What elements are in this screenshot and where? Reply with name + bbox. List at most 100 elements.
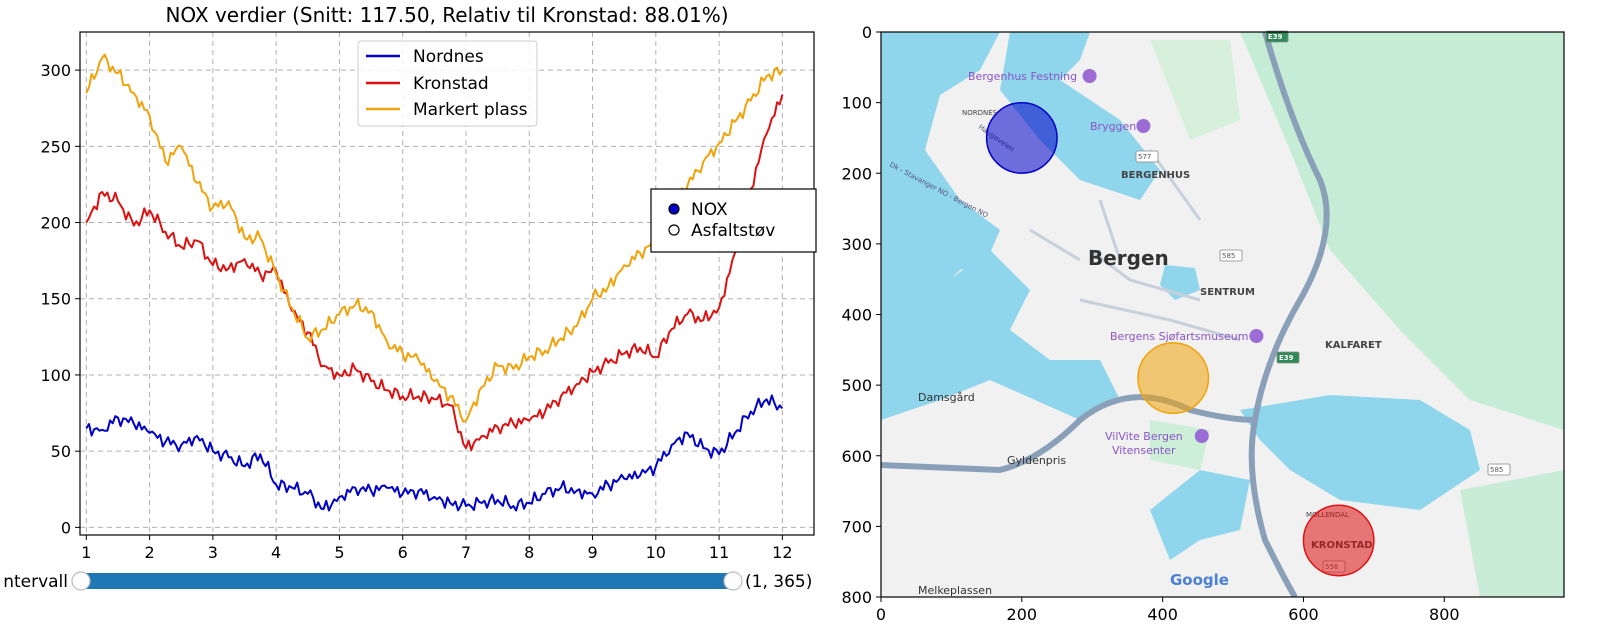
map-park-southeast bbox=[1460, 470, 1564, 597]
x-tick-label: 5 bbox=[334, 543, 344, 562]
map-y-tick-label: 700 bbox=[841, 517, 872, 536]
map-x-tick-label: 800 bbox=[1429, 605, 1460, 624]
slider-track[interactable] bbox=[80, 573, 732, 589]
legend-label-markert-plass: Markert plass bbox=[413, 100, 528, 120]
x-tick-label: 6 bbox=[398, 543, 408, 562]
map-marker-kronstad[interactable] bbox=[1302, 504, 1375, 577]
map-y-tick-label: 300 bbox=[841, 235, 872, 254]
map-label-bryggen: Bryggen bbox=[1090, 120, 1136, 133]
map-road-shield bbox=[1276, 351, 1300, 364]
map-water-mollendal bbox=[1150, 470, 1250, 560]
map-x-tick-label: 0 bbox=[876, 605, 886, 624]
x-tick-label: 3 bbox=[208, 543, 218, 562]
map-label-vilvite2: Vitensenter bbox=[1112, 444, 1176, 457]
nox-line-chart: NOX verdier (Snitt: 117.50, Relativ til … bbox=[3, 3, 817, 592]
map-poi-icon bbox=[1194, 429, 1209, 443]
map-road-shield bbox=[1135, 150, 1159, 163]
map-scatter-points bbox=[985, 101, 1375, 577]
map-y-tick-label: 100 bbox=[841, 94, 872, 113]
map-label-melkeplassen: Melkeplassen bbox=[918, 584, 992, 597]
y-tick-label: 150 bbox=[40, 290, 71, 309]
map-park-north bbox=[1150, 40, 1240, 140]
map-label-r585b: 585 bbox=[1490, 466, 1503, 474]
map-x-tick-label: 600 bbox=[1288, 605, 1319, 624]
map-y-tick-label: 400 bbox=[841, 306, 872, 325]
series-legend: Nordnes Kronstad Markert plass bbox=[357, 40, 538, 127]
map-road-shield bbox=[1219, 249, 1243, 262]
map-y-tick-label: 200 bbox=[841, 164, 872, 183]
map-label-e39a: E39 bbox=[1268, 33, 1283, 41]
x-tick-label: 11 bbox=[709, 543, 729, 562]
map-poi-icon bbox=[1249, 329, 1264, 343]
map-y-tick-label: 800 bbox=[841, 588, 872, 607]
slider-handle-high[interactable] bbox=[723, 571, 743, 591]
y-tick-label: 200 bbox=[40, 214, 71, 233]
map-label-nordnes: NORDNES bbox=[962, 109, 998, 117]
map-label-e39b: E39 bbox=[1279, 354, 1294, 362]
x-tick-label: 10 bbox=[646, 543, 666, 562]
legend-label-nordnes: Nordnes bbox=[413, 47, 484, 67]
map-label-kalfaret: KALFARET bbox=[1325, 340, 1382, 351]
y-axis-ticks: 0 50 100 150 200 250 300 bbox=[40, 61, 80, 537]
map-road-shield bbox=[1487, 463, 1511, 476]
map-water-west bbox=[881, 32, 1000, 330]
map-minor-roads bbox=[1029, 149, 1241, 342]
map-label-gyldenpris: Gyldenpris bbox=[1007, 454, 1066, 467]
map-scatter-chart: Bergenhus FestningBryggenNORDNESHaugevei… bbox=[841, 23, 1565, 624]
map-x-tick-label: 400 bbox=[1147, 605, 1178, 624]
map-label-r585a: 585 bbox=[1222, 252, 1235, 260]
map-park-east bbox=[1240, 32, 1564, 430]
y-tick-label: 0 bbox=[61, 518, 71, 537]
map-label-sjofart: Bergens Sjøfartsmuseum bbox=[1110, 330, 1248, 343]
map-poi-icon bbox=[1136, 119, 1151, 133]
legend-label-kronstad: Kronstad bbox=[413, 74, 489, 94]
nox-marker-icon[interactable] bbox=[668, 203, 680, 215]
map-x-axis-ticks: 0 200 400 600 800 bbox=[876, 597, 1460, 624]
y-tick-label: 100 bbox=[40, 366, 71, 385]
slider-handle-low[interactable] bbox=[71, 571, 91, 591]
map-y-tick-label: 0 bbox=[862, 23, 872, 42]
map-y-tick-label: 500 bbox=[841, 376, 872, 395]
plot-frame bbox=[79, 31, 815, 536]
series-line-nordnes bbox=[85, 394, 784, 512]
map-park-center bbox=[1150, 420, 1210, 470]
map-marker-nordnes[interactable] bbox=[985, 101, 1058, 174]
x-tick-label: 4 bbox=[271, 543, 281, 562]
map-water-vagen bbox=[1000, 32, 1160, 200]
map-label-damsgard: Damsgård bbox=[918, 391, 975, 404]
map-marker-markert[interactable] bbox=[1137, 342, 1210, 415]
marker-label-asfaltstov: Asfaltstøv bbox=[691, 221, 775, 241]
map-road-puddefjord bbox=[881, 394, 1256, 474]
map-label-bergenhus: BERGENHUS bbox=[1121, 170, 1190, 181]
map-road-shield bbox=[1265, 30, 1289, 43]
map-label-google: Google bbox=[1170, 571, 1229, 589]
map-y-tick-label: 600 bbox=[841, 447, 872, 466]
map-label-sentrum: SENTRUM bbox=[1200, 287, 1255, 298]
marker-legend-box bbox=[650, 188, 817, 253]
x-tick-label: 1 bbox=[81, 543, 91, 562]
map-poi-icon bbox=[1082, 69, 1097, 83]
chart-title: NOX verdier (Snitt: 117.50, Relativ til … bbox=[165, 3, 728, 27]
map-label-vilvite1: VilVite Bergen bbox=[1105, 430, 1183, 443]
map-label-festning: Bergenhus Festning bbox=[968, 70, 1077, 83]
x-tick-label: 7 bbox=[461, 543, 471, 562]
x-axis-ticks: 1 2 3 4 5 6 7 8 9 10 11 12 bbox=[81, 535, 793, 562]
x-tick-label: 2 bbox=[145, 543, 155, 562]
map-water-store-lungegard bbox=[1240, 395, 1480, 510]
asfaltstov-marker-icon[interactable] bbox=[668, 224, 680, 236]
marker-legend[interactable]: NOX Asfaltstøv bbox=[650, 188, 817, 253]
slider-value-text: (1, 365) bbox=[745, 572, 812, 592]
series-legend-box bbox=[357, 40, 538, 127]
y-tick-label: 50 bbox=[51, 442, 71, 461]
map-label-r577: 577 bbox=[1138, 153, 1151, 161]
y-tick-label: 300 bbox=[40, 61, 71, 80]
map-water-puddefjorden bbox=[881, 250, 1120, 420]
marker-label-nox: NOX bbox=[691, 200, 728, 220]
map-label-bergen: Bergen bbox=[1088, 246, 1169, 270]
interval-slider[interactable]: ntervall (1, 365) bbox=[3, 571, 812, 592]
map-road-e39 bbox=[1248, 32, 1330, 597]
series-line-kronstad bbox=[85, 94, 784, 452]
y-tick-label: 250 bbox=[40, 137, 71, 156]
map-x-tick-label: 200 bbox=[1007, 605, 1038, 624]
